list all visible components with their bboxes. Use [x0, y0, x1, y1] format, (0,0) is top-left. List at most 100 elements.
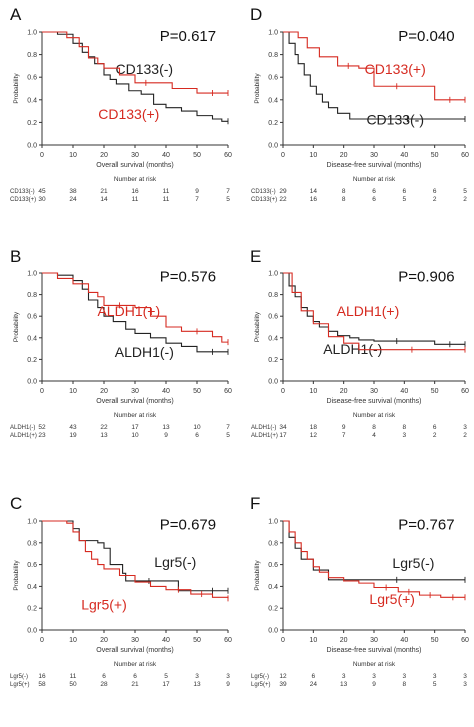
km-panel-f: F 0.0 0.2 0.4 0.6 0.8 1.0 0 10 20 30 40 50 60 Probabil… [250, 494, 469, 688]
risk-value: 14 [310, 188, 318, 195]
x-tick-label: 0 [281, 152, 285, 159]
risk-value: 6 [433, 188, 437, 195]
y-tick-label: 1.0 [268, 519, 278, 526]
risk-value: 11 [132, 196, 139, 203]
series-label: Lgr5(+) [81, 596, 127, 612]
risk-value: 3 [463, 673, 467, 680]
risk-value: 16 [38, 673, 46, 680]
x-tick-label: 40 [400, 152, 408, 159]
risk-value: 11 [70, 673, 77, 680]
risk-value: 6 [372, 196, 376, 203]
risk-value: 29 [279, 188, 287, 195]
series-label: CD133(-) [116, 61, 174, 77]
risk-row-name: Lgr5(-) [10, 674, 28, 680]
risk-row-name: Lgr5(+) [251, 682, 271, 688]
risk-value: 7 [195, 196, 199, 203]
y-tick-label: 0.4 [268, 97, 278, 104]
y-axis-label: Probability [13, 560, 20, 591]
risk-value: 13 [162, 424, 170, 431]
p-value: P=0.040 [398, 28, 454, 45]
x-axis-label: Disease-free survival (months) [327, 647, 422, 654]
risk-row-name: CD133(-) [10, 189, 35, 195]
risk-table-label: Number at risk [353, 661, 396, 668]
risk-value: 4 [372, 432, 376, 439]
panel-letter: B [10, 247, 21, 266]
risk-value: 39 [279, 681, 287, 688]
y-tick-label: 0.2 [268, 606, 278, 613]
y-axis-label: Probability [254, 560, 261, 591]
x-tick-label: 60 [224, 152, 232, 159]
risk-row-name: CD133(+) [251, 197, 277, 203]
x-tick-label: 60 [461, 637, 469, 644]
risk-row-name: Lgr5(+) [10, 682, 30, 688]
x-tick-label: 30 [370, 388, 378, 395]
risk-value: 12 [310, 432, 318, 439]
km-curve-positive [42, 520, 229, 599]
risk-value: 18 [310, 424, 318, 431]
risk-row-name: ALDH1(+) [251, 433, 278, 439]
risk-value: 5 [433, 681, 437, 688]
risk-value: 11 [163, 196, 170, 203]
x-tick-label: 60 [461, 152, 469, 159]
risk-value: 3 [342, 673, 346, 680]
risk-value: 28 [100, 681, 108, 688]
risk-value: 3 [226, 673, 230, 680]
risk-value: 22 [279, 196, 287, 203]
series-label: ALDH1(-) [323, 341, 382, 357]
risk-value: 5 [226, 432, 230, 439]
x-tick-label: 10 [69, 637, 77, 644]
series-label: Lgr5(-) [392, 555, 434, 571]
y-tick-label: 0.2 [268, 357, 278, 364]
risk-value: 16 [310, 196, 318, 203]
risk-value: 30 [38, 196, 46, 203]
y-tick-label: 1.0 [27, 30, 37, 37]
x-tick-label: 0 [281, 637, 285, 644]
x-tick-label: 0 [40, 152, 44, 159]
y-tick-label: 0.6 [268, 562, 278, 569]
y-axis-label: Probability [254, 73, 261, 104]
risk-value: 13 [340, 681, 348, 688]
y-tick-label: 0.2 [27, 606, 37, 613]
y-tick-label: 1.0 [268, 271, 278, 278]
panel-letter: A [10, 5, 22, 24]
p-value: P=0.679 [160, 517, 216, 534]
x-tick-label: 30 [370, 152, 378, 159]
panel-letter: C [10, 494, 22, 513]
risk-row-name: ALDH1(-) [251, 425, 276, 431]
risk-value: 3 [195, 673, 199, 680]
risk-value: 2 [463, 196, 467, 203]
risk-value: 8 [403, 681, 407, 688]
x-tick-label: 10 [309, 152, 317, 159]
x-tick-label: 20 [100, 637, 108, 644]
x-tick-label: 50 [431, 388, 439, 395]
x-tick-label: 20 [100, 152, 108, 159]
y-tick-label: 0.8 [268, 292, 278, 299]
risk-value: 9 [164, 432, 168, 439]
risk-value: 17 [131, 424, 139, 431]
risk-value: 24 [310, 681, 318, 688]
y-tick-label: 0.4 [268, 335, 278, 342]
risk-value: 8 [403, 424, 407, 431]
x-axis-label: Overall survival (months) [96, 398, 173, 405]
risk-table-label: Number at risk [114, 412, 157, 419]
risk-value: 6 [312, 673, 316, 680]
risk-value: 6 [195, 432, 199, 439]
risk-value: 9 [195, 188, 199, 195]
risk-value: 5 [463, 188, 467, 195]
km-curve-negative [42, 31, 228, 122]
p-value: P=0.576 [160, 269, 216, 286]
risk-value: 6 [403, 188, 407, 195]
p-value: P=0.617 [160, 28, 216, 45]
y-tick-label: 0.6 [27, 562, 37, 569]
risk-value: 16 [131, 188, 139, 195]
x-tick-label: 40 [162, 152, 170, 159]
series-label: ALDH1(+) [337, 303, 400, 319]
x-tick-label: 60 [224, 388, 232, 395]
risk-value: 58 [38, 681, 46, 688]
y-tick-label: 0.6 [27, 75, 37, 82]
km-curve-negative [283, 31, 465, 120]
x-tick-label: 0 [40, 388, 44, 395]
risk-value: 8 [342, 188, 346, 195]
km-curve-positive [283, 272, 465, 351]
